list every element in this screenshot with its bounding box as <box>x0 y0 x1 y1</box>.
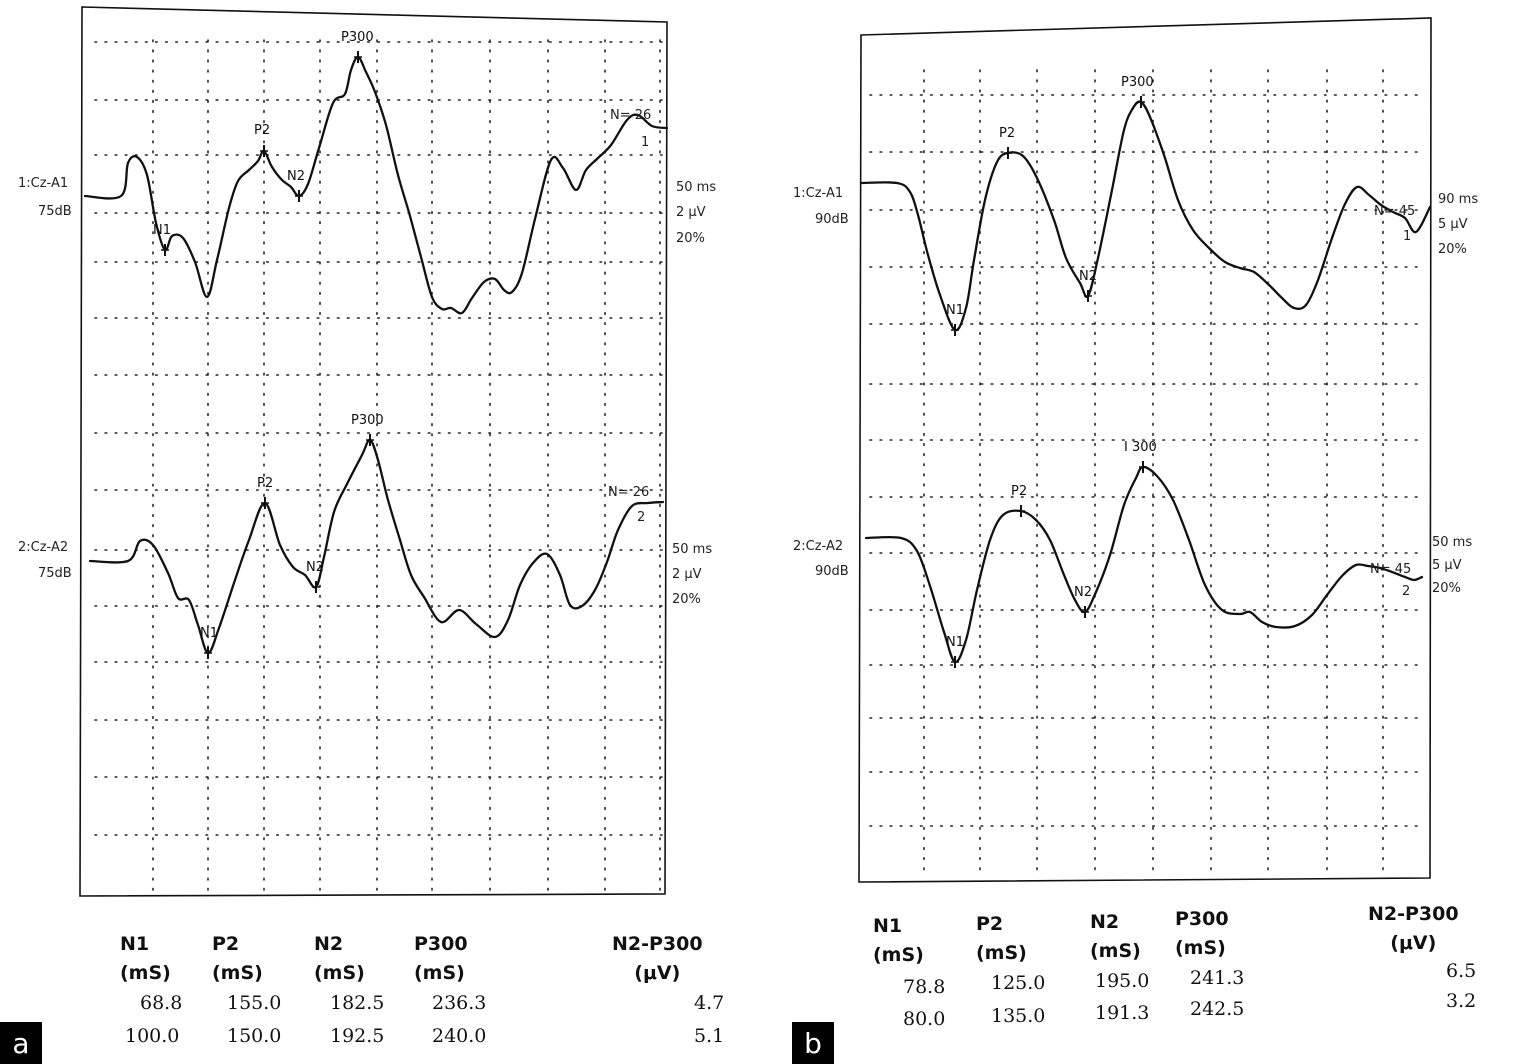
peak-label-n1: N1 <box>153 223 171 238</box>
panel-a-letter: a <box>0 1022 42 1064</box>
panel-a-row-1-p300: 236.3 <box>432 992 487 1014</box>
panel-a-trace-1-count: N= 26 <box>610 108 652 123</box>
panel-a-waveform-2 <box>88 438 665 655</box>
peak-label-n2: N2 <box>287 169 305 184</box>
panel-a-header-n1: N1 (mS) <box>120 933 171 985</box>
panel-b-row-2-p2: 135.0 <box>991 1005 1046 1027</box>
panel-b-header-n2-p300: N2-P300 (μV) <box>1368 903 1459 955</box>
panel-a-trace-1-channel: 1:Cz-A1 <box>18 176 69 191</box>
panel-a-trace-1-intensity: 75dB <box>38 204 72 219</box>
panel-b-row-2-n2: 191.3 <box>1095 1002 1150 1024</box>
panel-b-trace-1-intensity: 90dB <box>815 212 849 227</box>
panel-a-trace-2-setting-percent: 20% <box>672 592 701 607</box>
panel-a-trace-2-count: N= 26 <box>608 485 650 500</box>
panel-b-header-n1: N1 (mS) <box>873 915 924 967</box>
peak-label-n2: N2 <box>306 560 324 575</box>
panel-b-trace-1-setting-voltage: 5 μV <box>1438 217 1468 232</box>
panel-a-header-n2-p300: N2-P300 (μV) <box>612 933 703 985</box>
panel-a-row-1-n2: 182.5 <box>330 992 385 1014</box>
peak-label-i-300: I 300 <box>1124 440 1157 455</box>
panel-b-frame <box>858 17 1432 883</box>
panel-a-trace-1-index: 1 <box>641 135 650 150</box>
peak-label-n2: N2 <box>1074 585 1092 600</box>
panel-a-row-1-n2-p300: 4.7 <box>694 992 725 1014</box>
peak-label-p2: P2 <box>999 126 1015 141</box>
panel-b-trace-2-setting-percent: 20% <box>1432 581 1461 596</box>
panel-b-trace-1-setting-percent: 20% <box>1438 242 1467 257</box>
panel-b-trace-2-setting-voltage: 5 μV <box>1432 558 1462 573</box>
panel-a-header-p300: P300 (mS) <box>414 933 468 985</box>
panel-a-waveform-1 <box>83 55 669 315</box>
panel-b-trace-2-count: N= 45 <box>1370 562 1412 577</box>
panel-a-row-2-n2-p300: 5.1 <box>694 1025 725 1047</box>
panel-b-row-2-p300: 242.5 <box>1190 998 1245 1020</box>
panel-b-header-p2: P2 (mS) <box>976 913 1027 965</box>
peak-label-p300: P300 <box>351 413 384 428</box>
panel-a-header-n2: N2 (mS) <box>314 933 365 985</box>
panel-a-trace-2-channel: 2:Cz-A2 <box>18 540 69 555</box>
peak-label-p300: P300 <box>1121 75 1154 90</box>
panel-a-row-2-p2: 150.0 <box>227 1025 282 1047</box>
panel-b-row-1-n2-p300: 6.5 <box>1446 960 1477 982</box>
panel-b-header-n2: N2 (mS) <box>1090 911 1141 963</box>
panel-b-trace-2-setting-time: 50 ms <box>1432 535 1473 550</box>
panel-a-frame <box>79 6 668 897</box>
panel-a-trace-2-intensity: 75dB <box>38 566 72 581</box>
panel-a-trace-1-setting-voltage: 2 μV <box>676 205 706 220</box>
panel-a-trace-1-setting-time: 50 ms <box>676 180 717 195</box>
panel-b-row-1-p2: 125.0 <box>991 972 1046 994</box>
panel-b-waveform-1 <box>859 100 1432 332</box>
panel-b-trace-1-index: 1 <box>1403 229 1412 244</box>
panel-b-row-2-n2-p300: 3.2 <box>1446 990 1477 1012</box>
panel-b-header-p300: P300 (mS) <box>1175 908 1229 960</box>
panel-a-trace-2-setting-voltage: 2 μV <box>672 567 702 582</box>
peak-label-n1: N1 <box>946 303 964 318</box>
panel-a-row-2-p300: 240.0 <box>432 1025 487 1047</box>
peak-label-n2: N2 <box>1079 269 1097 284</box>
panel-b-trace-1-count: N= 45 <box>1374 204 1416 219</box>
panel-b-trace-2-index: 2 <box>1402 584 1411 599</box>
peak-label-n1: N1 <box>200 626 218 641</box>
panel-b-trace-2-channel: 2:Cz-A2 <box>793 539 844 554</box>
panel-b-trace-1-setting-time: 90 ms <box>1438 192 1479 207</box>
panel-a-row-1-p2: 155.0 <box>227 992 282 1014</box>
panel-b-row-1-p300: 241.3 <box>1190 967 1245 989</box>
peak-label-p2: P2 <box>1011 484 1027 499</box>
peak-label-p300: P300 <box>341 30 374 45</box>
panel-a-trace-2-index: 2 <box>637 510 646 525</box>
panel-a-header-p2: P2 (mS) <box>212 933 263 985</box>
panel-a-trace-1-setting-percent: 20% <box>676 231 705 246</box>
panel-a-row-2-n1: 100.0 <box>125 1025 180 1047</box>
panel-a-row-1-n1: 68.8 <box>140 992 183 1014</box>
panel-b-row-1-n1: 78.8 <box>903 976 946 998</box>
panel-b-row-1-n2: 195.0 <box>1095 970 1150 992</box>
panel-b-row-2-n1: 80.0 <box>903 1008 946 1030</box>
peak-label-p2: P2 <box>254 123 270 138</box>
peak-label-p2: P2 <box>257 476 273 491</box>
panel-b-letter: b <box>792 1022 834 1064</box>
panel-a-row-2-n2: 192.5 <box>330 1025 385 1047</box>
peak-label-n1: N1 <box>946 635 964 650</box>
panel-b-trace-2-intensity: 90dB <box>815 564 849 579</box>
panel-a-trace-2-setting-time: 50 ms <box>672 542 713 557</box>
panel-b-trace-1-channel: 1:Cz-A1 <box>793 186 844 201</box>
